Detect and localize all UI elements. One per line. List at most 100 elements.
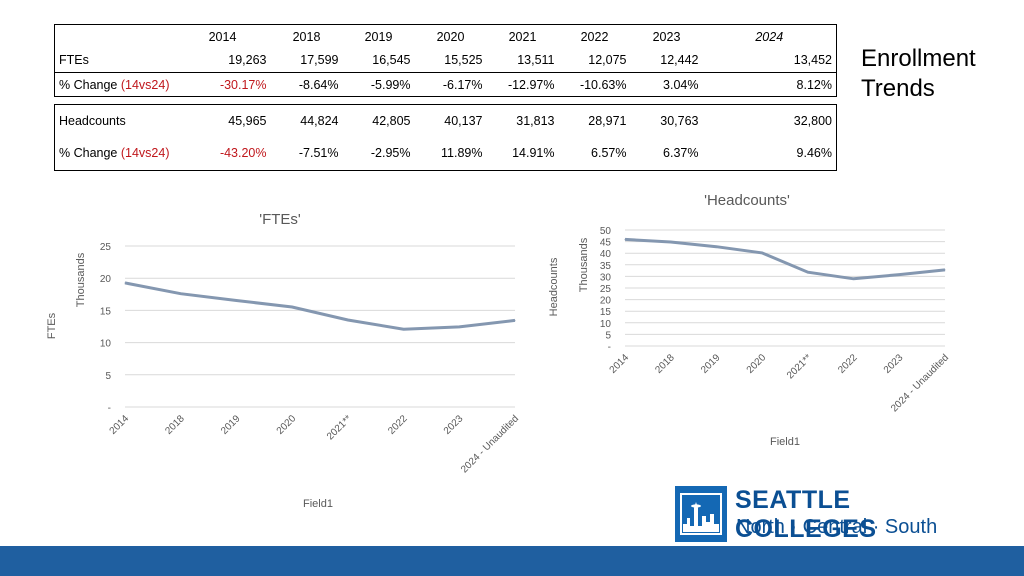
y-tick-label: 30 — [600, 272, 612, 283]
headcount-row: Headcounts 45,965 44,824 42,805 40,137 3… — [55, 105, 837, 137]
y-tick-label: 25 — [100, 242, 112, 253]
x-tick-label: 2023 — [882, 352, 906, 376]
data-point — [898, 274, 900, 276]
y-tick-label: 15 — [600, 307, 612, 318]
change-label: % Change — [59, 146, 118, 161]
headcount-change: 11.89% — [441, 146, 483, 161]
headcount-change-row: % Change (14vs24) -43.20% -7.51% -2.95% … — [55, 137, 837, 171]
x-tick-label: 2018 — [163, 413, 187, 437]
year-header: 2023 — [652, 29, 681, 44]
data-point — [514, 319, 516, 321]
x-tick-label: 2014 — [608, 352, 632, 376]
headcount-table: Headcounts 45,965 44,824 42,805 40,137 3… — [54, 104, 837, 171]
fte-change: -5.99% — [370, 77, 411, 92]
data-point — [403, 328, 405, 330]
fte-change: -10.63% — [579, 77, 627, 92]
data-point — [291, 306, 293, 308]
x-tick-label: 2022 — [836, 352, 860, 376]
chart-title: 'FTEs' — [259, 211, 301, 228]
y-unit-label: Thousands — [75, 252, 87, 307]
y-tick-label: 45 — [600, 238, 612, 249]
title-line: Trends — [861, 75, 935, 102]
headcount-change: -7.51% — [298, 146, 339, 161]
fte-value: 16,545 — [342, 48, 415, 73]
x-tick-label: 2014 — [108, 413, 132, 437]
x-tick-label: 2021** — [785, 352, 814, 381]
y-tick-label: 5 — [105, 371, 111, 382]
year-header: 2022 — [580, 29, 609, 44]
x-tick-label: 2022 — [386, 413, 410, 437]
year-header: 2024 — [755, 29, 784, 44]
x-tick-label: 2023 — [442, 413, 466, 437]
fte-value: 19,263 — [174, 48, 271, 73]
x-tick-label: 2019 — [699, 352, 723, 376]
y-tick-label: 20 — [100, 274, 112, 285]
year-header: 2020 — [436, 29, 465, 44]
fte-change: -8.64% — [298, 77, 339, 92]
fte-value: 12,075 — [558, 48, 631, 73]
fte-value: 12,442 — [630, 48, 703, 73]
headcount-value: 45,965 — [228, 113, 267, 128]
y-tick-label: 20 — [600, 296, 612, 307]
fte-value: 17,599 — [270, 48, 343, 73]
data-point — [715, 246, 717, 248]
data-point — [347, 319, 349, 321]
x-tick-label: 2024 - Unaudited — [459, 413, 521, 475]
change-label: % Change — [59, 77, 118, 92]
fte-table: 2014 2018 2019 2020 2021 2022 2023 2024 … — [54, 24, 837, 97]
data-point — [944, 269, 946, 271]
headcount-value: 28,971 — [588, 113, 627, 128]
headcount-change: 6.37% — [663, 146, 699, 161]
corner-cell — [55, 25, 175, 49]
title-line: Enrollment — [861, 45, 976, 72]
y-axis-title: Headcounts — [548, 257, 560, 316]
y-tick-label: 10 — [600, 319, 612, 330]
fte-change: 8.12% — [796, 77, 832, 92]
y-tick-label: 15 — [100, 306, 112, 317]
fte-change-row: % Change (14vs24) -30.17% -8.64% -5.99% … — [55, 73, 837, 97]
data-point — [235, 299, 237, 301]
y-tick-label: 5 — [605, 330, 611, 341]
x-axis-title: Field1 — [303, 498, 333, 510]
headcount-value: 31,813 — [516, 113, 555, 128]
seattle-skyline-icon — [675, 486, 727, 542]
year-header: 2014 — [208, 29, 237, 44]
data-point — [458, 326, 460, 328]
fte-change: -6.17% — [442, 77, 483, 92]
x-tick-label: 2020 — [745, 352, 769, 376]
x-tick-label: 2019 — [219, 413, 243, 437]
headcount-change: 6.57% — [591, 146, 627, 161]
year-header: 2018 — [292, 29, 321, 44]
headcount-value: 44,824 — [300, 113, 339, 128]
series-line — [124, 281, 516, 331]
row-label: % Change (14vs24) — [55, 73, 175, 97]
headcount-value: 32,800 — [793, 113, 832, 128]
row-label: Headcounts — [59, 113, 126, 128]
headcount-change: -2.95% — [370, 146, 411, 161]
chart-title: 'Headcounts' — [704, 192, 790, 209]
logo-subtitle: North · Central · South — [736, 516, 938, 538]
headcount-value: 40,137 — [444, 113, 483, 128]
y-tick-label: 10 — [100, 339, 112, 350]
y-tick-label: - — [608, 342, 611, 353]
headcount-change: 14.91% — [512, 146, 555, 161]
headcount-value: 42,805 — [372, 113, 411, 128]
headcount-change: 9.46% — [796, 146, 832, 161]
data-point — [124, 282, 126, 284]
data-point — [853, 278, 855, 280]
footer-bar — [0, 546, 1024, 576]
headcount-value: 30,763 — [660, 113, 699, 128]
y-tick-label: - — [108, 403, 111, 414]
year-header: 2019 — [364, 29, 393, 44]
fte-value: 13,452 — [702, 48, 837, 73]
y-tick-label: 35 — [600, 261, 612, 272]
row-label: FTEs — [54, 48, 175, 73]
data-point — [807, 271, 809, 273]
change-suffix: (14vs24) — [120, 77, 170, 92]
fte-value: 15,525 — [414, 48, 487, 73]
change-suffix: (14vs24) — [120, 146, 170, 161]
x-tick-label: 2018 — [653, 352, 677, 376]
fte-change: 3.04% — [663, 77, 699, 92]
fte-chart: - 5 10 15 20 25 2014 2018 2019 2020 2021** 2022 2023… — [46, 211, 521, 510]
